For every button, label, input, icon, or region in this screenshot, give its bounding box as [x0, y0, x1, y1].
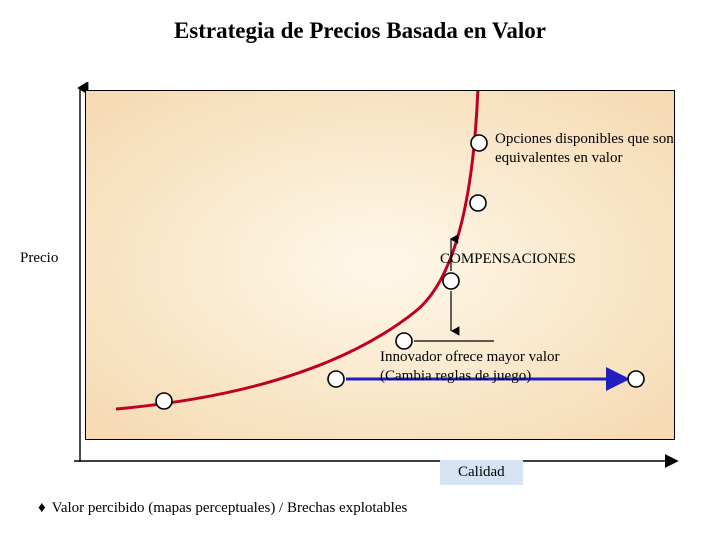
annotation-compensaciones: COMPENSACIONES: [440, 250, 640, 269]
x-axis-label: Calidad: [440, 460, 523, 485]
page-title: Estrategia de Precios Basada en Valor: [0, 18, 720, 44]
diamond-bullet-icon: ♦: [38, 500, 46, 517]
data-point: [396, 333, 412, 349]
data-point: [471, 135, 487, 151]
data-point: [470, 195, 486, 211]
data-point: [628, 371, 644, 387]
data-point: [156, 393, 172, 409]
y-axis-label: Precio: [12, 248, 66, 269]
annotation-innovator: Innovador ofrece mayor valor (Cambia reg…: [380, 348, 570, 386]
data-point: [443, 273, 459, 289]
annotation-options: Opciones disponibles que son equivalente…: [495, 130, 690, 168]
footnote-text: Valor percibido (mapas perceptuales) / B…: [52, 500, 408, 516]
data-point: [328, 371, 344, 387]
x-axis: [72, 453, 686, 471]
footnote: ♦ Valor percibido (mapas perceptuales) / …: [38, 500, 407, 517]
